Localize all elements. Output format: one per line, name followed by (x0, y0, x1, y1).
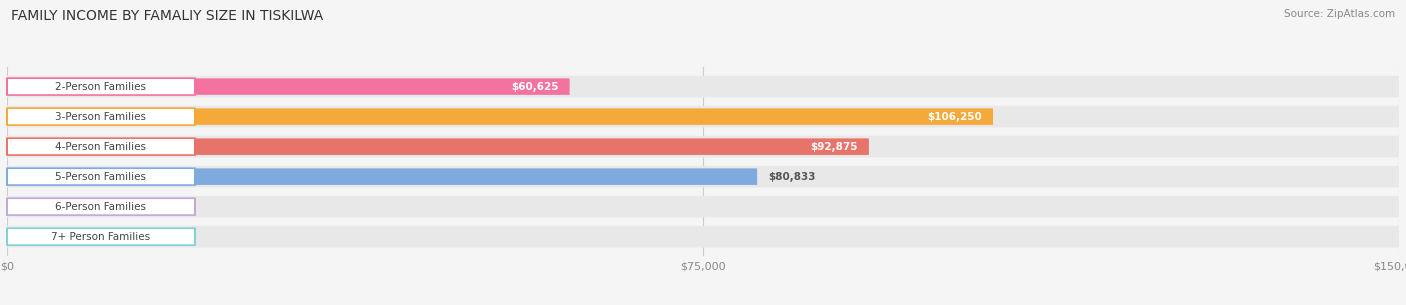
FancyBboxPatch shape (7, 228, 195, 245)
Text: $0: $0 (46, 232, 60, 242)
FancyBboxPatch shape (7, 108, 195, 125)
Text: $0: $0 (46, 202, 60, 212)
Text: $80,833: $80,833 (768, 172, 815, 182)
FancyBboxPatch shape (7, 78, 195, 95)
FancyBboxPatch shape (7, 108, 993, 125)
FancyBboxPatch shape (7, 168, 756, 185)
Text: FAMILY INCOME BY FAMALIY SIZE IN TISKILWA: FAMILY INCOME BY FAMALIY SIZE IN TISKILW… (11, 9, 323, 23)
Text: $106,250: $106,250 (927, 112, 981, 122)
Text: 2-Person Families: 2-Person Families (55, 82, 146, 92)
Text: 4-Person Families: 4-Person Families (55, 142, 146, 152)
FancyBboxPatch shape (7, 76, 1399, 97)
Text: Source: ZipAtlas.com: Source: ZipAtlas.com (1284, 9, 1395, 19)
Text: $92,875: $92,875 (810, 142, 858, 152)
FancyBboxPatch shape (7, 228, 35, 245)
Text: 7+ Person Families: 7+ Person Families (52, 232, 150, 242)
FancyBboxPatch shape (7, 226, 1399, 247)
FancyBboxPatch shape (7, 138, 869, 155)
FancyBboxPatch shape (7, 136, 1399, 157)
FancyBboxPatch shape (7, 138, 195, 155)
FancyBboxPatch shape (7, 199, 35, 215)
FancyBboxPatch shape (7, 198, 195, 215)
FancyBboxPatch shape (7, 106, 1399, 127)
Text: $60,625: $60,625 (510, 82, 558, 92)
FancyBboxPatch shape (7, 196, 1399, 217)
FancyBboxPatch shape (7, 168, 195, 185)
Text: 6-Person Families: 6-Person Families (55, 202, 146, 212)
Text: 5-Person Families: 5-Person Families (55, 172, 146, 182)
FancyBboxPatch shape (7, 166, 1399, 188)
Text: 3-Person Families: 3-Person Families (55, 112, 146, 122)
FancyBboxPatch shape (7, 78, 569, 95)
